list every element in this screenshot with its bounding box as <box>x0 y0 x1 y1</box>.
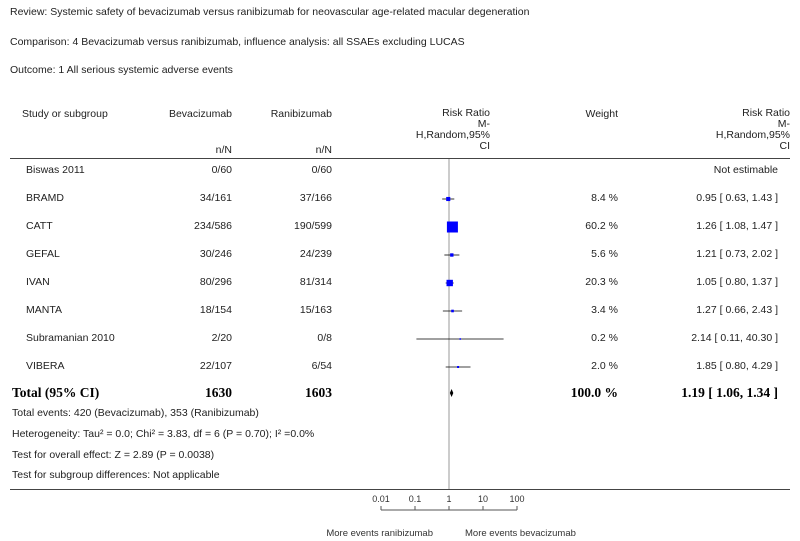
header-ranibizumab: Ranibizumab <box>270 108 332 120</box>
study-weight: 60.2 % <box>585 220 618 232</box>
header-rr-plot: Risk Ratio M- H,Random,95% CI <box>390 108 490 152</box>
study-risk-ratio: 1.27 [ 0.66, 2.43 ] <box>696 304 778 316</box>
study-weight: 0.2 % <box>591 332 618 344</box>
header-rr-plot-line1: Risk Ratio <box>442 107 490 119</box>
study-risk-ratio: 0.95 [ 0.63, 1.43 ] <box>696 192 778 204</box>
study-name: IVAN <box>26 276 50 288</box>
study-bev-nN: 34/161 <box>199 192 232 204</box>
total-rr: 1.19 [ 1.06, 1.34 ] <box>681 385 778 400</box>
study-weight: 5.6 % <box>591 248 618 260</box>
x-tick-label: 0.1 <box>409 494 422 504</box>
total-weight: 100.0 % <box>570 385 618 400</box>
study-ran-nN: 24/239 <box>299 248 332 260</box>
study-ran-nN: 37/166 <box>299 192 332 204</box>
total-label: Total (95% CI) <box>12 385 100 400</box>
x-tick-label: 1 <box>446 494 451 504</box>
header-rr-plot-line2: M- <box>477 118 490 130</box>
footer-divider <box>10 489 790 490</box>
study-weight: 3.4 % <box>591 304 618 316</box>
study-weight: 8.4 % <box>591 192 618 204</box>
study-point-estimate <box>446 279 453 287</box>
study-bev-nN: 22/107 <box>199 360 232 372</box>
study-point-estimate <box>450 253 454 257</box>
total-ran: 1603 <box>305 385 332 400</box>
study-risk-ratio: 1.21 [ 0.73, 2.02 ] <box>696 248 778 260</box>
header-rr-line1: Risk Ratio <box>742 107 790 119</box>
total-events: Total events: 420 (Bevacizumab), 353 (Ra… <box>12 407 259 419</box>
study-ran-nN: 81/314 <box>299 276 332 288</box>
header-bev-nN: n/N <box>215 144 232 156</box>
study-risk-ratio: 1.05 [ 0.80, 1.37 ] <box>696 276 778 288</box>
study-name: GEFAL <box>26 248 60 260</box>
study-ran-nN: 190/599 <box>294 220 332 232</box>
study-name: CATT <box>26 220 53 232</box>
header-rr-line2: M- <box>777 118 790 130</box>
study-point-estimate <box>459 338 461 340</box>
study-name: Subramanian 2010 <box>26 332 115 344</box>
study-point-estimate <box>451 309 454 313</box>
study-name: Biswas 2011 <box>26 164 85 176</box>
overall-effect: Test for overall effect: Z = 2.89 (P = 0… <box>12 449 215 461</box>
subgroup-differences: Test for subgroup differences: Not appli… <box>12 469 220 481</box>
study-ran-nN: 6/54 <box>311 360 332 372</box>
study-bev-nN: 18/154 <box>199 304 232 316</box>
study-point-estimate <box>446 221 458 233</box>
x-tick-label: 10 <box>478 494 488 504</box>
study-bev-nN: 2/20 <box>211 332 232 344</box>
study-bev-nN: 0/60 <box>211 164 232 176</box>
heterogeneity: Heterogeneity: Tau² = 0.0; Chi² = 3.83, … <box>12 428 315 440</box>
outcome-title: Outcome: 1 All serious systemic adverse … <box>10 64 233 76</box>
header-bevacizumab: Bevacizumab <box>168 108 232 120</box>
header-rr-line4: CI <box>779 140 791 152</box>
study-risk-ratio: 1.26 [ 1.08, 1.47 ] <box>696 220 778 232</box>
study-risk-ratio: 2.14 [ 0.11, 40.30 ] <box>691 332 778 344</box>
study-risk-ratio: Not estimable <box>713 164 778 176</box>
header-rr: Risk Ratio M- H,Random,95% CI <box>680 108 790 152</box>
study-ran-nN: 0/8 <box>317 332 332 344</box>
header-rr-line3: H,Random,95% <box>715 129 790 141</box>
header-ran-nN: n/N <box>315 144 332 156</box>
study-weight: 2.0 % <box>591 360 618 372</box>
header-rr-plot-line4: CI <box>479 140 491 152</box>
study-weight: 20.3 % <box>585 276 618 288</box>
study-bev-nN: 30/246 <box>199 248 232 260</box>
review-title: Review: Systemic safety of bevacizumab v… <box>10 6 530 18</box>
study-ran-nN: 0/60 <box>311 164 332 176</box>
study-bev-nN: 234/586 <box>194 220 232 232</box>
study-bev-nN: 80/296 <box>199 276 232 288</box>
x-right-label: More events bevacizumab <box>465 528 576 539</box>
study-name: VIBERA <box>26 360 65 372</box>
header-weight: Weight <box>585 108 619 120</box>
header-divider <box>10 158 790 159</box>
x-tick-label: 0.01 <box>372 494 390 504</box>
header-rr-plot-line3: H,Random,95% <box>415 129 490 141</box>
study-risk-ratio: 1.85 [ 0.80, 4.29 ] <box>696 360 778 372</box>
study-point-estimate <box>446 196 451 202</box>
total-bev: 1630 <box>205 385 232 400</box>
x-left-label: More events ranibizumab <box>326 528 433 539</box>
comparison-title: Comparison: 4 Bevacizumab versus ranibiz… <box>10 36 465 48</box>
total-diamond <box>449 389 454 397</box>
header-study: Study or subgroup <box>22 108 108 120</box>
study-name: BRAMD <box>26 192 64 204</box>
study-point-estimate <box>457 365 460 369</box>
study-ran-nN: 15/163 <box>299 304 332 316</box>
x-tick-label: 100 <box>509 494 524 504</box>
study-name: MANTA <box>26 304 62 316</box>
